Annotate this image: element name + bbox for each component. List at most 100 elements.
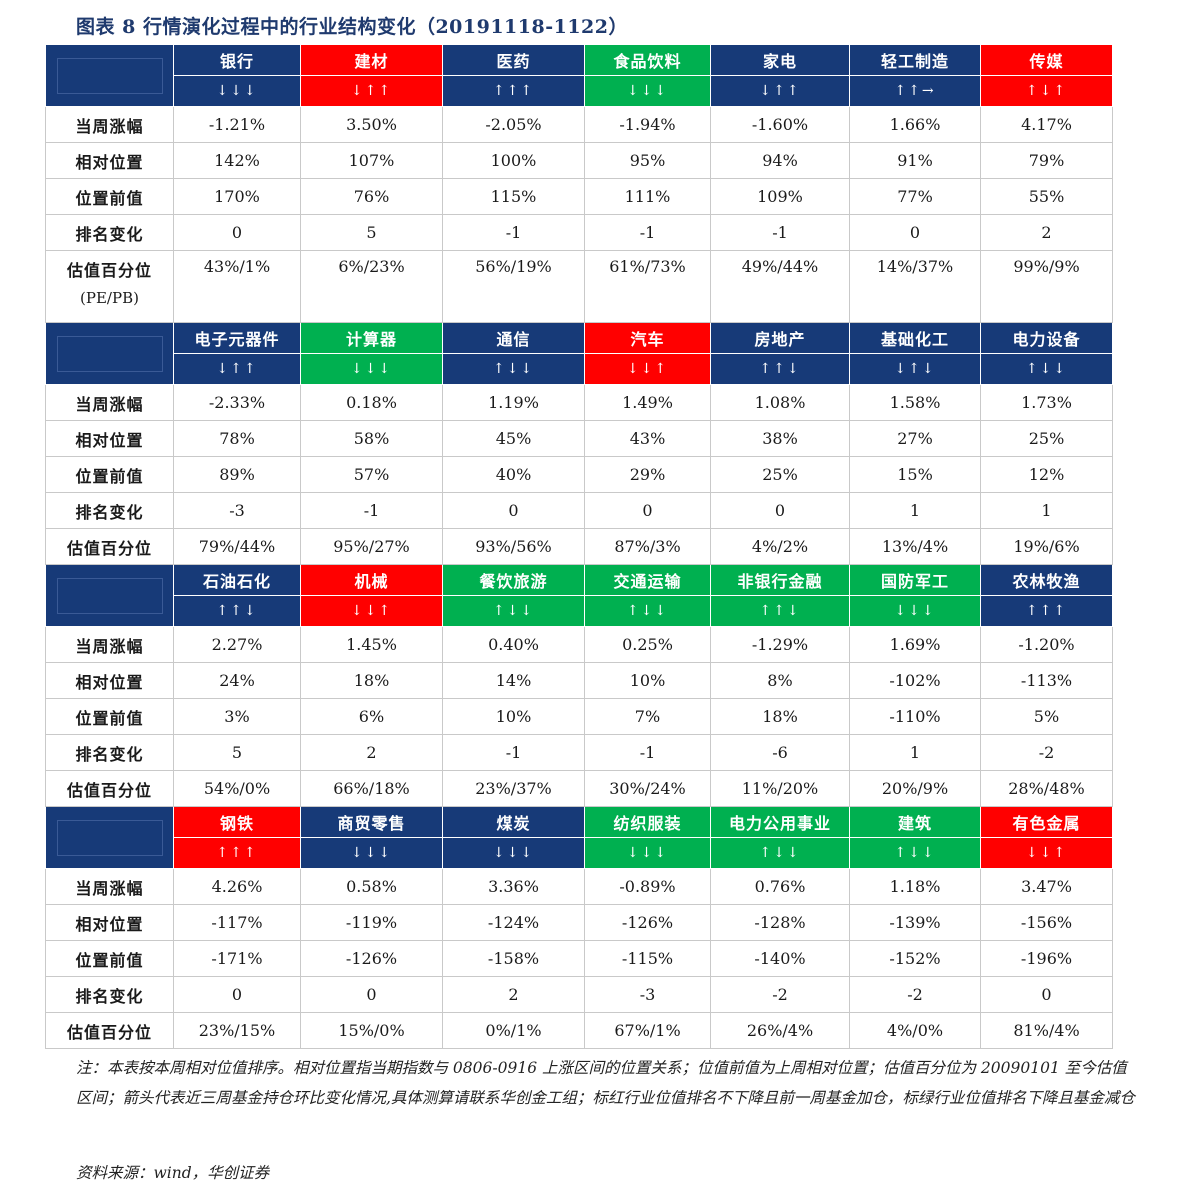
table-row: 排名变化 5 2 -1 -1 -6 1 -2 bbox=[45, 734, 1113, 771]
table-row: 相对位置 -117% -119% -124% -126% -128% -139% -156% bbox=[45, 904, 1113, 941]
value-cell: -140% bbox=[710, 940, 850, 977]
row-label-cell: 位置前值 bbox=[45, 456, 174, 493]
value-cell: -128% bbox=[710, 904, 850, 941]
fund-flow-arrows-cell: ↓↓↓ bbox=[442, 837, 585, 869]
row-label: 估值百分位 bbox=[66, 538, 152, 558]
value-cell: 8% bbox=[710, 662, 850, 699]
value-cell: -1.21% bbox=[173, 106, 301, 143]
fund-flow-arrows-cell: ↓↓↓ bbox=[584, 75, 711, 107]
industry-name-cell: 餐饮旅游 bbox=[442, 564, 585, 596]
value-cell: 11%/20% bbox=[710, 770, 850, 807]
fund-flow-arrows-cell: ↓↓↓ bbox=[300, 837, 443, 869]
row-label-cell: 相对位置 bbox=[45, 662, 174, 699]
value-cell: 78% bbox=[173, 420, 301, 457]
value-cell: 10% bbox=[584, 662, 711, 699]
value-cell: 1.19% bbox=[442, 384, 585, 421]
industry-header-row: 石油石化 机械 餐饮旅游 交通运输 非银行金融 国防军工 农林牧渔 bbox=[45, 564, 1113, 627]
value-cell: -119% bbox=[300, 904, 443, 941]
fund-flow-arrow-row: ↓↑↑ ↓↓↓ ↑↓↓ ↓↓↑ ↑↑↓ ↓↑↓ ↑↓↓ bbox=[46, 353, 1113, 385]
value-cell: 15% bbox=[849, 456, 981, 493]
table-row: 当周涨幅 4.26% 0.58% 3.36% -0.89% 0.76% 1.18% 3.47% bbox=[45, 868, 1113, 905]
fund-flow-arrows-cell: ↓↓↑ bbox=[300, 595, 443, 627]
value-cell: 0 bbox=[710, 492, 850, 529]
corner-decoration bbox=[56, 819, 163, 856]
fund-flow-arrows-cell: ↑↓↑ bbox=[980, 75, 1113, 107]
fund-flow-arrow-row: ↓↓↓ ↓↑↑ ↑↑↑ ↓↓↓ ↓↑↑ ↑↑→ ↑↓↑ bbox=[46, 75, 1113, 107]
fund-flow-arrows-cell: ↓↓↓ bbox=[849, 595, 981, 627]
value-cell: 0.25% bbox=[584, 626, 711, 663]
row-label-cell: 排名变化 bbox=[45, 734, 174, 771]
industry-name-cell: 汽车 bbox=[584, 322, 711, 354]
row-label-cell: 相对位置 bbox=[45, 904, 174, 941]
value-cell: 45% bbox=[442, 420, 585, 457]
value-cell: 66%/18% bbox=[300, 770, 443, 807]
row-label-cell: 估值百分位 bbox=[45, 528, 174, 565]
industry-name-cell: 电子元器件 bbox=[173, 322, 301, 354]
value-cell: 56%/19% bbox=[442, 250, 585, 323]
value-cell: 1.58% bbox=[849, 384, 981, 421]
value-cell: 95%/27% bbox=[300, 528, 443, 565]
value-cell: -1 bbox=[442, 214, 585, 251]
value-cell: 23%/15% bbox=[173, 1012, 301, 1049]
table-row: 位置前值 89% 57% 40% 29% 25% 15% 12% bbox=[45, 456, 1113, 493]
industry-name-cell: 非银行金融 bbox=[710, 564, 850, 596]
row-label-cell: 排名变化 bbox=[45, 976, 174, 1013]
row-label: 排名变化 bbox=[75, 224, 144, 244]
fund-flow-arrows-cell: ↑↓↓ bbox=[710, 837, 850, 869]
industry-name-cell: 交通运输 bbox=[584, 564, 711, 596]
value-cell: 94% bbox=[710, 142, 850, 179]
table-row: 排名变化 0 0 2 -3 -2 -2 0 bbox=[45, 976, 1113, 1013]
row-label: 位置前值 bbox=[75, 708, 144, 728]
fund-flow-arrows-cell: ↑↑↓ bbox=[710, 595, 850, 627]
fund-flow-arrows-cell: ↑↓↓ bbox=[442, 595, 585, 627]
value-cell: 5 bbox=[300, 214, 443, 251]
value-cell: 1 bbox=[980, 492, 1113, 529]
value-cell: 40% bbox=[442, 456, 585, 493]
value-cell: 115% bbox=[442, 178, 585, 215]
value-cell: 30%/24% bbox=[584, 770, 711, 807]
value-cell: 38% bbox=[710, 420, 850, 457]
value-cell: 18% bbox=[710, 698, 850, 735]
value-cell: -1 bbox=[584, 214, 711, 251]
table-row: 当周涨幅 -1.21% 3.50% -2.05% -1.94% -1.60% 1.66% 4.… bbox=[45, 106, 1113, 143]
value-cell: 19%/6% bbox=[980, 528, 1113, 565]
value-cell: 43% bbox=[584, 420, 711, 457]
industry-structure-table-wrapper: 银行 建材 医药 食品饮料 家电 轻工制造 传媒 ↓↓↓ ↓↑↑ ↑↑↑ ↓↓↓ ↓↑↑ ↑↑→ ↑↓↑ 当… bbox=[45, 44, 1113, 1049]
row-label-cell: 当周涨幅 bbox=[45, 106, 174, 143]
row-label: 位置前值 bbox=[75, 188, 144, 208]
industry-name-cell: 传媒 bbox=[980, 44, 1113, 76]
value-cell: 0.58% bbox=[300, 868, 443, 905]
fund-flow-arrows-cell: ↓↓↓ bbox=[173, 75, 301, 107]
value-cell: 57% bbox=[300, 456, 443, 493]
table-row: 估值百分位 79%/44% 95%/27% 93%/56% 87%/3% 4%/2% 13%… bbox=[45, 528, 1113, 565]
value-cell: 4%/0% bbox=[849, 1012, 981, 1049]
industry-name-cell: 煤炭 bbox=[442, 806, 585, 838]
table-row: 位置前值 170% 76% 115% 111% 109% 77% 55% bbox=[45, 178, 1113, 215]
fund-flow-arrows-cell: ↑↓↓ bbox=[584, 595, 711, 627]
fund-flow-arrows-cell: ↓↑↑ bbox=[300, 75, 443, 107]
header-corner-cell bbox=[45, 806, 174, 869]
value-cell: 26%/4% bbox=[710, 1012, 850, 1049]
value-cell: -1.20% bbox=[980, 626, 1113, 663]
industry-structure-table: 银行 建材 医药 食品饮料 家电 轻工制造 传媒 ↓↓↓ ↓↑↑ ↑↑↑ ↓↓↓ ↓↑↑ ↑↑→ ↑↓↑ 当… bbox=[45, 44, 1113, 1049]
row-label-cell: 估值百分位 (PE/PB) bbox=[45, 250, 174, 323]
value-cell: 4.17% bbox=[980, 106, 1113, 143]
industry-name-cell: 轻工制造 bbox=[849, 44, 981, 76]
industry-header-row: 银行 建材 医药 食品饮料 家电 轻工制造 传媒 bbox=[45, 44, 1113, 107]
value-cell: 12% bbox=[980, 456, 1113, 493]
row-label: 当周涨幅 bbox=[75, 116, 144, 136]
fund-flow-arrows-cell: ↑↑↓ bbox=[710, 353, 850, 385]
fund-flow-arrow-row: ↑↑↑ ↓↓↓ ↓↓↓ ↓↓↓ ↑↓↓ ↑↓↓ ↓↓↑ bbox=[46, 837, 1113, 869]
value-cell: -110% bbox=[849, 698, 981, 735]
value-cell: 3.36% bbox=[442, 868, 585, 905]
value-cell: 55% bbox=[980, 178, 1113, 215]
row-label: 当周涨幅 bbox=[75, 878, 144, 898]
value-cell: -1.60% bbox=[710, 106, 850, 143]
value-cell: 109% bbox=[710, 178, 850, 215]
table-row: 排名变化 0 5 -1 -1 -1 0 2 bbox=[45, 214, 1113, 251]
value-cell: 6% bbox=[300, 698, 443, 735]
corner-decoration bbox=[56, 335, 163, 372]
value-cell: 5% bbox=[980, 698, 1113, 735]
table-row: 估值百分位 54%/0% 66%/18% 23%/37% 30%/24% 11%/20% 2… bbox=[45, 770, 1113, 807]
value-cell: 18% bbox=[300, 662, 443, 699]
